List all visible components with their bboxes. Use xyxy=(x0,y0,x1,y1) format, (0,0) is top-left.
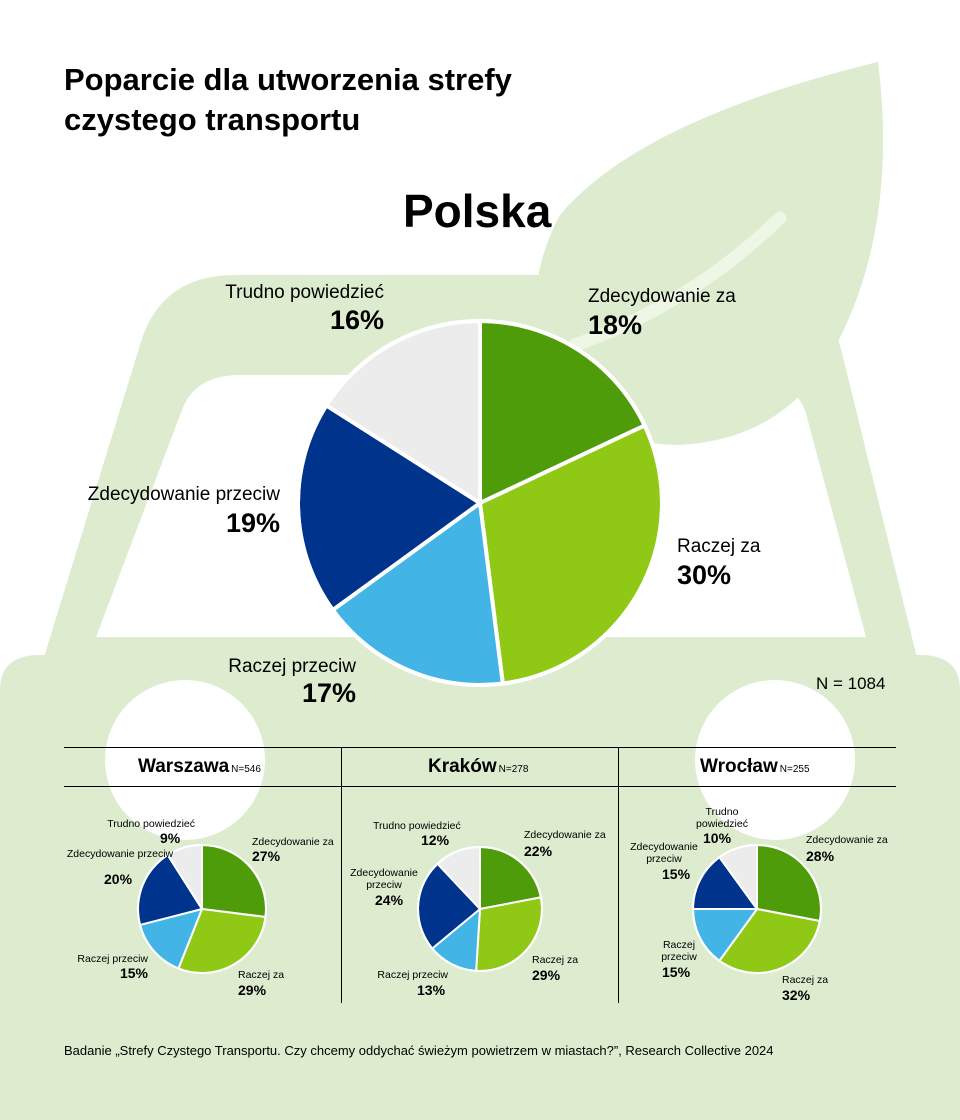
table-top-rule xyxy=(64,747,896,748)
table-header-rule xyxy=(64,786,896,787)
krakow-value-raczej-za: 29% xyxy=(532,967,561,983)
pie-wroclaw xyxy=(692,844,822,974)
label-raczej-przeciw: Raczej przeciw xyxy=(228,656,356,677)
krakow-pie-outline xyxy=(417,846,543,972)
krakow-label-raczej-za: Raczej za xyxy=(532,954,579,966)
krakow-label-raczej-przeciw: Raczej przeciw xyxy=(377,969,448,981)
label-trudno-powiedziec: Trudno powiedzieć xyxy=(225,282,384,303)
krakow-value-zdecydowanie-przeciw: 24% xyxy=(375,892,404,908)
krakow-value-trudno-powiedziec: 12% xyxy=(421,832,450,848)
label-zdecydowanie-przeciw: Zdecydowanie przeciw xyxy=(87,484,280,505)
city-header-krakow: Kraków N=278 xyxy=(428,756,529,777)
wroclaw-value-raczej-za: 32% xyxy=(782,987,811,1003)
chart-title-polska: Polska xyxy=(403,185,552,237)
warszawa-label-trudno-powiedziec: Trudno powiedzieć xyxy=(107,818,195,830)
wroclaw-label-zdecydowanie-przeciw: Zdecydowanie przeciw xyxy=(630,841,698,865)
wroclaw-value-zdecydowanie-za: 28% xyxy=(806,848,835,864)
warszawa-value-raczej-za: 29% xyxy=(238,982,267,998)
label-zdecydowanie-za: Zdecydowanie za xyxy=(588,286,736,307)
value-zdecydowanie-przeciw: 19% xyxy=(225,508,280,538)
pie-krakow xyxy=(417,846,543,972)
city-header-warszawa: Warszawa N=546 xyxy=(138,756,261,777)
warszawa-label-zdecydowanie-za: Zdecydowanie za xyxy=(252,836,334,848)
value-raczej-przeciw: 17% xyxy=(301,678,356,708)
warszawa-value-zdecydowanie-za: 27% xyxy=(252,848,281,864)
warszawa-value-trudno-powiedziec: 9% xyxy=(160,830,181,846)
value-raczej-za: 30% xyxy=(677,560,732,590)
krakow-label-zdecydowanie-przeciw: Zdecydowanie przeciw xyxy=(350,867,418,891)
table-divider-1 xyxy=(341,747,342,1003)
krakow-value-zdecydowanie-za: 22% xyxy=(524,843,553,859)
warszawa-label-raczej-przeciw: Raczej przeciw xyxy=(77,953,148,965)
warszawa-value-zdecydowanie-przeciw: 20% xyxy=(104,871,133,887)
warszawa-label-raczej-za: Raczej za xyxy=(238,969,285,981)
source-footnote: Badanie „Strefy Czystego Transportu. Czy… xyxy=(64,1043,774,1058)
wroclaw-label-raczej-przeciw: Raczej przeciw xyxy=(661,939,697,963)
wroclaw-label-raczej-za: Raczej za xyxy=(782,974,829,986)
wroclaw-pie-outline xyxy=(692,844,822,974)
wroclaw-value-zdecydowanie-przeciw: 15% xyxy=(662,866,691,882)
polska-pie-outline xyxy=(296,319,664,687)
krakow-value-raczej-przeciw: 13% xyxy=(417,982,446,998)
total-sample-size: N = 1084 xyxy=(816,674,886,693)
wroclaw-label-trudno-powiedziec: Trudno powiedzieć xyxy=(696,806,748,830)
wroclaw-label-zdecydowanie-za: Zdecydowanie za xyxy=(806,834,888,846)
table-divider-2 xyxy=(618,747,619,1003)
pie-warszawa xyxy=(137,844,267,974)
warszawa-value-raczej-przeciw: 15% xyxy=(119,965,148,981)
value-zdecydowanie-za: 18% xyxy=(588,310,643,340)
wroclaw-value-trudno-powiedziec: 10% xyxy=(703,830,732,846)
value-trudno-powiedziec: 16% xyxy=(329,305,384,335)
city-header-wroclaw: Wrocław N=255 xyxy=(700,756,810,777)
label-raczej-za: Raczej za xyxy=(677,536,761,557)
warszawa-pie-outline xyxy=(137,844,267,974)
krakow-label-zdecydowanie-za: Zdecydowanie za xyxy=(524,829,606,841)
warszawa-label-zdecydowanie-przeciw: Zdecydowanie przeciw xyxy=(66,848,174,860)
page-title: Poparcie dla utworzenia strefy czystego … xyxy=(64,62,512,137)
wroclaw-value-raczej-przeciw: 15% xyxy=(662,964,691,980)
krakow-label-trudno-powiedziec: Trudno powiedzieć xyxy=(373,820,461,832)
pie-polska xyxy=(296,319,664,687)
